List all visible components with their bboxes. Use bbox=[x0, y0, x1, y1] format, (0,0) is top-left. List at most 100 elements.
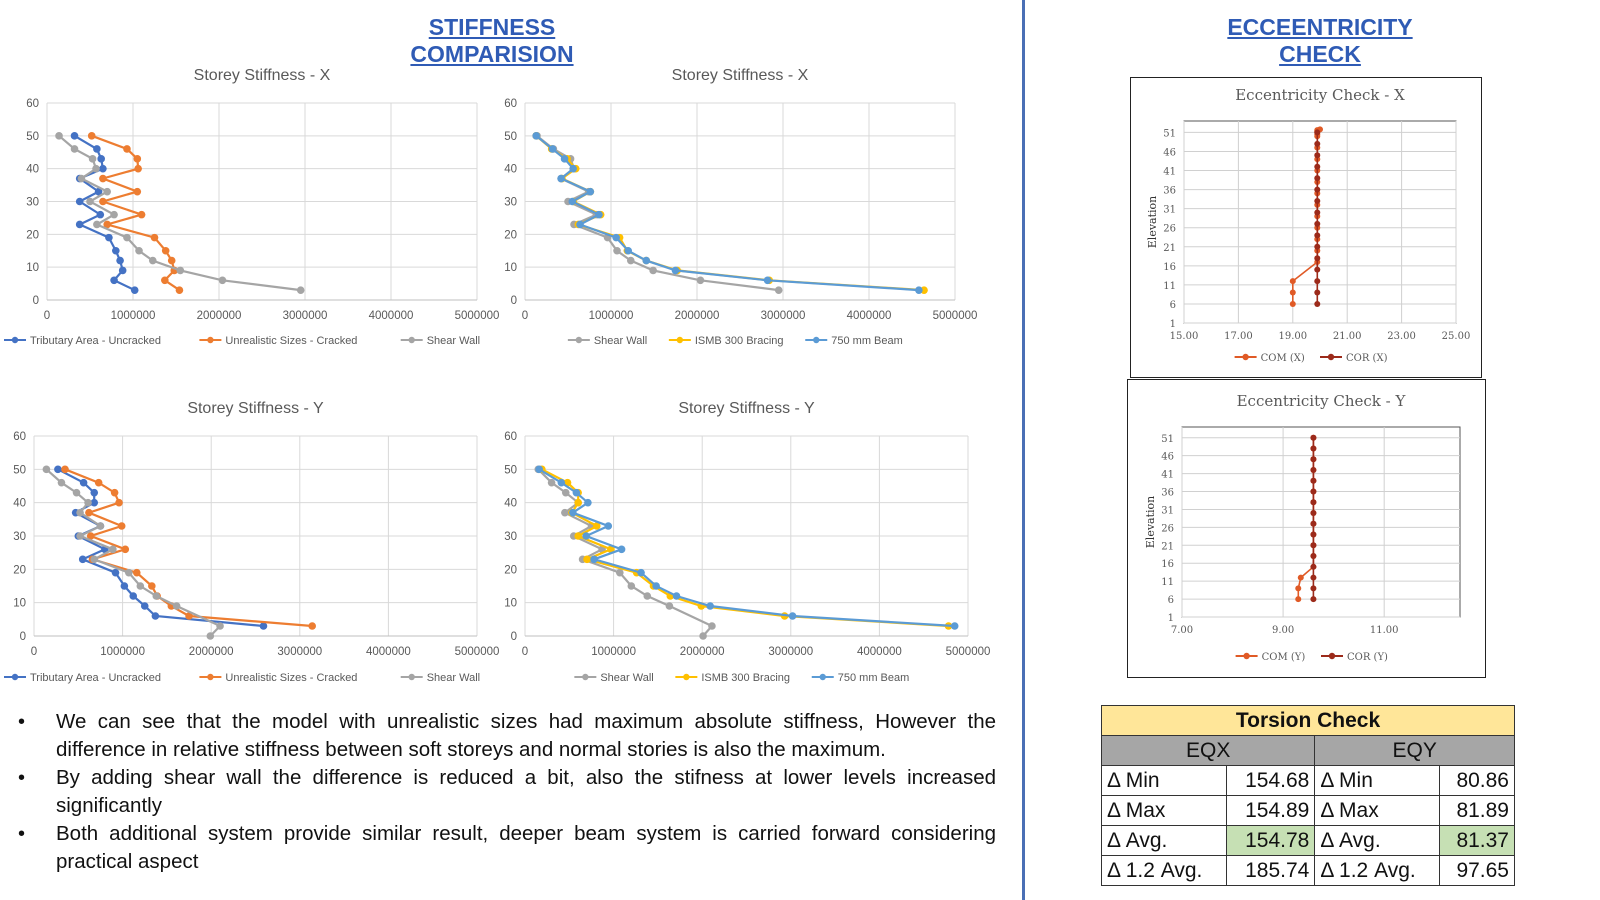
y-tick-label: 60 bbox=[13, 431, 26, 443]
chart-title: Storey Stiffness - X bbox=[194, 67, 331, 84]
x-tick-label: 3000000 bbox=[768, 646, 813, 658]
data-point bbox=[135, 247, 143, 255]
x-tick-label: 5000000 bbox=[455, 646, 500, 658]
x-tick-label: 21.00 bbox=[1333, 331, 1362, 342]
y-tick-label: 40 bbox=[504, 164, 517, 176]
data-point bbox=[97, 522, 105, 530]
data-point bbox=[297, 286, 305, 294]
legend-marker bbox=[12, 337, 18, 343]
data-point bbox=[1310, 575, 1316, 581]
data-point bbox=[109, 546, 117, 554]
data-point bbox=[706, 602, 714, 610]
y-tick-label: 36 bbox=[1163, 186, 1176, 197]
data-point bbox=[1310, 446, 1316, 452]
data-point bbox=[176, 286, 184, 294]
data-point bbox=[148, 582, 156, 590]
data-point bbox=[84, 499, 92, 507]
data-point bbox=[1314, 209, 1320, 215]
data-point bbox=[71, 132, 79, 140]
data-point bbox=[1314, 175, 1320, 181]
y-tick-label: 20 bbox=[26, 229, 39, 241]
y-tick-label: 0 bbox=[511, 631, 517, 643]
series-line-shear-wall bbox=[46, 469, 220, 636]
y-tick-label: 10 bbox=[504, 598, 517, 610]
data-point bbox=[162, 247, 170, 255]
y-tick-label: 11 bbox=[1161, 577, 1174, 588]
data-point bbox=[1310, 521, 1316, 527]
data-point bbox=[561, 509, 569, 517]
data-point bbox=[1295, 596, 1301, 602]
data-point bbox=[1310, 467, 1316, 473]
data-point bbox=[92, 165, 100, 173]
y-tick-label: 40 bbox=[26, 164, 39, 176]
data-point bbox=[1314, 301, 1320, 307]
x-tick-label: 2000000 bbox=[197, 310, 242, 322]
y-tick-label: 1 bbox=[1170, 319, 1176, 330]
data-point bbox=[1310, 435, 1316, 441]
data-point bbox=[131, 286, 139, 294]
data-point bbox=[88, 132, 96, 140]
eccentricity-x-chart: Eccentricity Check - X161116212631364146… bbox=[1131, 78, 1481, 377]
data-point bbox=[637, 569, 645, 577]
x-tick-label: 1000000 bbox=[111, 310, 156, 322]
eccentricity-x-box: Eccentricity Check - X 1 6 11 16 21 26 31 36 41 46… bbox=[1130, 77, 1482, 378]
data-point bbox=[532, 132, 540, 140]
legend-marker bbox=[207, 337, 213, 343]
data-point bbox=[1310, 553, 1316, 559]
y-tick-label: 30 bbox=[504, 197, 517, 209]
data-point bbox=[612, 234, 620, 242]
data-point bbox=[775, 286, 783, 294]
x-tick-label: 3000000 bbox=[283, 310, 328, 322]
data-point bbox=[1298, 575, 1304, 581]
data-point bbox=[121, 582, 129, 590]
legend-label: ISMB 300 Bracing bbox=[701, 672, 790, 684]
legend-label: COR (X) bbox=[1346, 353, 1388, 364]
data-point bbox=[699, 632, 707, 640]
data-point bbox=[89, 155, 97, 163]
data-point bbox=[590, 556, 598, 564]
legend-label: Shear Wall bbox=[427, 672, 480, 684]
y-tick-label: 26 bbox=[1161, 523, 1174, 534]
storey-stiffness-y-chart-1: Storey Stiffness - Y01020304050600 100000… bbox=[0, 376, 500, 696]
row-label: Δ Min bbox=[1102, 766, 1227, 796]
data-point bbox=[119, 267, 127, 275]
data-point bbox=[99, 198, 107, 206]
bullet-text: We can see that the model with unrealist… bbox=[56, 708, 996, 764]
data-point bbox=[618, 546, 626, 554]
y-tick-label: 51 bbox=[1161, 434, 1174, 445]
eqy-value: 81.89 bbox=[1440, 796, 1515, 826]
legend-label: Shear Wall bbox=[427, 335, 480, 347]
data-point bbox=[97, 155, 105, 163]
data-point bbox=[149, 257, 157, 265]
x-tick-label: 2000000 bbox=[189, 646, 234, 658]
data-point bbox=[80, 479, 88, 487]
data-point bbox=[569, 509, 577, 517]
data-point bbox=[1310, 510, 1316, 516]
data-point bbox=[134, 155, 142, 163]
storey-stiffness-y-chart-2: Storey Stiffness - Y01020304050600 100000… bbox=[495, 376, 995, 696]
storey-stiffness-x-chart-2: Storey Stiffness - X01020304050600 100000… bbox=[495, 0, 995, 360]
data-point bbox=[99, 175, 107, 183]
data-point bbox=[134, 165, 142, 173]
y-tick-label: 10 bbox=[26, 262, 39, 274]
legend-marker bbox=[813, 337, 819, 343]
data-point bbox=[95, 479, 103, 487]
y-tick-label: 46 bbox=[1161, 452, 1174, 463]
x-tick-label: 5000000 bbox=[933, 310, 978, 322]
data-point bbox=[134, 188, 142, 196]
data-point bbox=[54, 466, 62, 474]
data-point bbox=[582, 532, 590, 540]
data-point bbox=[43, 466, 51, 474]
data-point bbox=[561, 155, 569, 163]
bullet-text: By adding shear wall the difference is r… bbox=[56, 764, 996, 820]
data-point bbox=[708, 622, 716, 630]
x-tick-label: 11.00 bbox=[1370, 625, 1399, 636]
data-point bbox=[628, 582, 636, 590]
chart-title: Storey Stiffness - Y bbox=[187, 400, 324, 417]
row-label: Δ Max bbox=[1315, 796, 1440, 826]
legend-label: COM (Y) bbox=[1262, 652, 1306, 663]
data-point bbox=[137, 582, 145, 590]
chart-title: Storey Stiffness - X bbox=[672, 67, 809, 84]
data-point bbox=[110, 277, 118, 285]
data-point bbox=[78, 175, 86, 183]
